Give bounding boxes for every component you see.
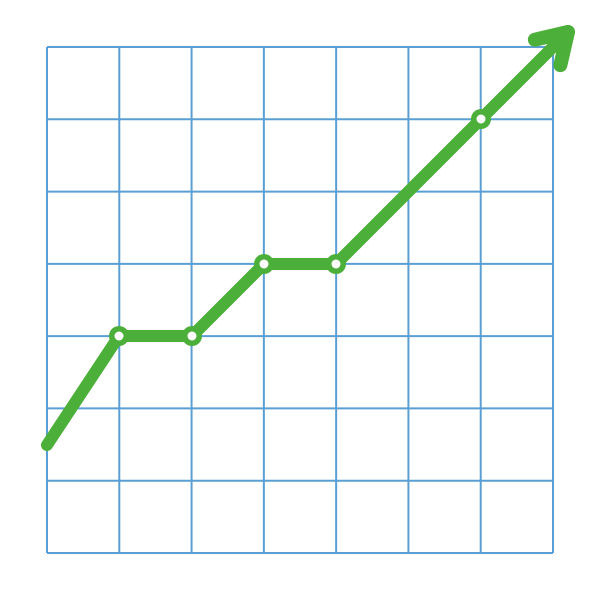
arrowhead-icon xyxy=(560,32,568,65)
data-point-marker-hole xyxy=(115,332,124,341)
growth-line-chart xyxy=(0,0,600,600)
data-point-marker-hole xyxy=(260,260,269,269)
data-point-marker-hole xyxy=(188,332,197,341)
data-point-marker-hole xyxy=(332,260,341,269)
data-point-marker-hole xyxy=(477,115,486,124)
